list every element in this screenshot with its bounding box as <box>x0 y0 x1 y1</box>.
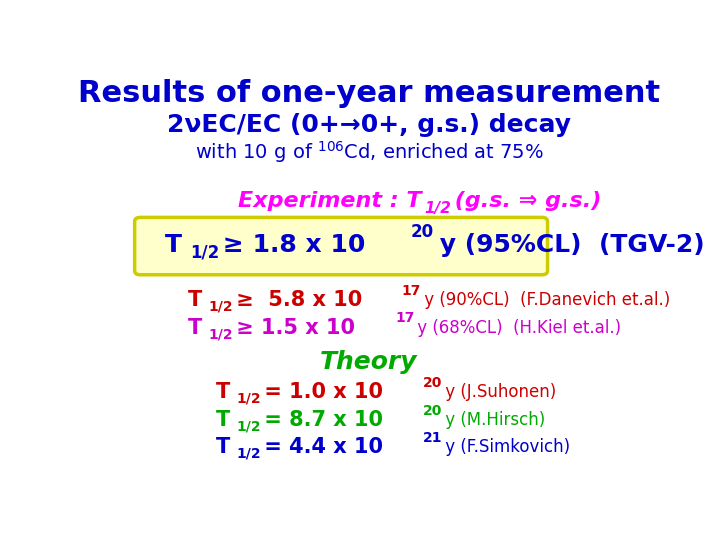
Text: 1/2: 1/2 <box>208 299 233 313</box>
Text: ≥ 1.5 x 10: ≥ 1.5 x 10 <box>229 318 355 338</box>
Text: y (M.Hirsch): y (M.Hirsch) <box>440 411 545 429</box>
Text: T: T <box>215 382 230 402</box>
Text: T: T <box>215 437 230 457</box>
Text: T: T <box>188 318 202 338</box>
Text: 20: 20 <box>423 376 443 390</box>
Text: 17: 17 <box>395 312 415 326</box>
Text: = 1.0 x 10: = 1.0 x 10 <box>257 382 383 402</box>
Text: 1/2: 1/2 <box>190 244 219 261</box>
Text: y (J.Suhonen): y (J.Suhonen) <box>440 383 556 401</box>
Text: (g.s. ⇒ g.s.): (g.s. ⇒ g.s.) <box>447 191 601 211</box>
Text: Theory: Theory <box>320 350 418 374</box>
Text: 1/2: 1/2 <box>236 419 261 433</box>
FancyBboxPatch shape <box>135 218 547 275</box>
Text: Results of one-year measurement: Results of one-year measurement <box>78 79 660 109</box>
Text: Experiment : T: Experiment : T <box>238 191 421 211</box>
Text: 17: 17 <box>402 284 421 298</box>
Text: ≥ 1.8 x 10: ≥ 1.8 x 10 <box>215 233 366 257</box>
Text: y (68%CL)  (H.Kiel et.al.): y (68%CL) (H.Kiel et.al.) <box>412 319 621 336</box>
Text: y (90%CL)  (F.Danevich et.al.): y (90%CL) (F.Danevich et.al.) <box>418 291 670 309</box>
Text: ≥  5.8 x 10: ≥ 5.8 x 10 <box>229 290 362 310</box>
Text: T: T <box>166 233 182 257</box>
Text: y (95%CL)  (TGV-2): y (95%CL) (TGV-2) <box>431 233 705 257</box>
Text: 1/2: 1/2 <box>236 392 261 406</box>
Text: 20: 20 <box>411 224 434 241</box>
Text: T: T <box>215 410 230 430</box>
Text: 1/2: 1/2 <box>208 327 233 341</box>
Text: with 10 g of $^{106}$Cd, enriched at 75%: with 10 g of $^{106}$Cd, enriched at 75% <box>194 139 544 165</box>
Text: 1/2: 1/2 <box>425 201 451 216</box>
Text: = 4.4 x 10: = 4.4 x 10 <box>257 437 383 457</box>
Text: y (F.Simkovich): y (F.Simkovich) <box>440 438 570 456</box>
Text: T: T <box>188 290 202 310</box>
Text: 2νEC/EC (0+→0+, g.s.) decay: 2νEC/EC (0+→0+, g.s.) decay <box>167 113 571 137</box>
Text: 1/2: 1/2 <box>236 447 261 461</box>
Text: 20: 20 <box>423 404 443 418</box>
Text: 21: 21 <box>423 431 443 445</box>
Text: = 8.7 x 10: = 8.7 x 10 <box>257 410 383 430</box>
